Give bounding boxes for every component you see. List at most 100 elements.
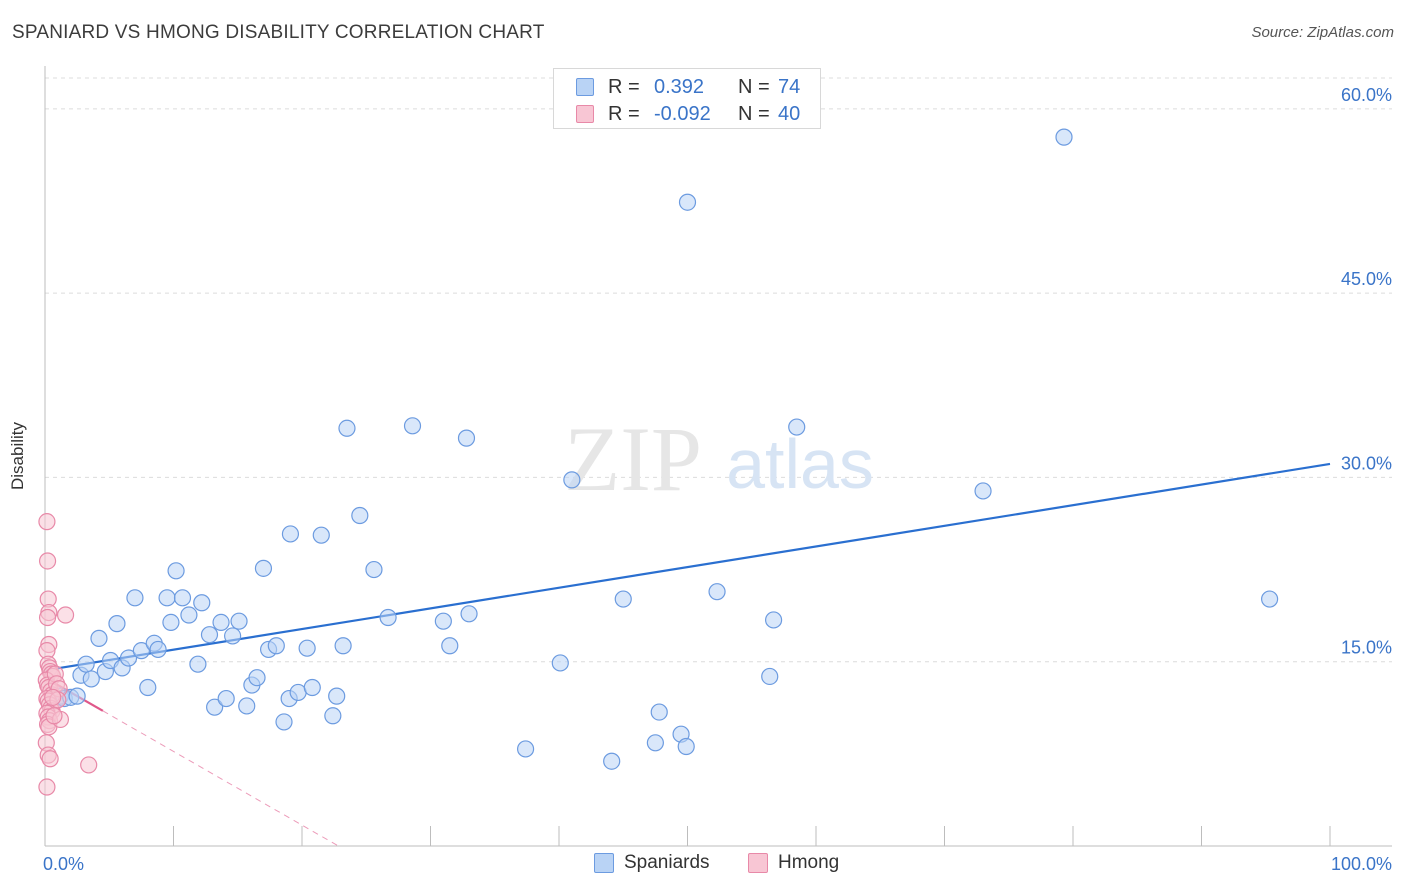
y-tick-label: 30.0% (1341, 453, 1392, 473)
data-point-spaniards (158, 589, 176, 607)
data-point-spaniards (324, 707, 342, 725)
legend-swatch-hmong (576, 105, 594, 123)
data-point-spaniards (90, 629, 108, 647)
y-tick-label: 45.0% (1341, 269, 1392, 289)
data-point-spaniards (678, 193, 697, 211)
data-point-spaniards (351, 506, 369, 525)
data-point-spaniards (238, 697, 256, 715)
data-point-spaniards (650, 703, 668, 721)
y-tick-label: 60.0% (1341, 85, 1392, 105)
data-point-spaniards (200, 626, 219, 644)
legend-n-label: N = (738, 75, 770, 98)
data-point-spaniards (82, 670, 100, 688)
data-point-spaniards (281, 525, 300, 543)
chart-title: SPANIARD VS HMONG DISABILITY CORRELATION… (12, 22, 545, 43)
data-point-spaniards (677, 737, 695, 756)
grid-layer (45, 77, 1392, 663)
data-point-hmong (56, 606, 75, 624)
data-point-hmong (38, 608, 57, 627)
x-tick-label: 100.0% (1331, 854, 1392, 874)
trend-line-spaniards (44, 462, 1331, 672)
data-point-spaniards (614, 590, 632, 608)
data-point-spaniards (267, 637, 285, 655)
legend-r-value: 0.392 (654, 75, 705, 98)
data-point-spaniards (189, 655, 207, 673)
series-label-hmong: Hmong (778, 852, 840, 873)
data-point-spaniards (206, 698, 224, 716)
data-point-spaniards (434, 612, 452, 630)
tick-label-layer: 15.0% 30.0% 45.0% 60.0% 0.0% 100.0% (43, 85, 1392, 874)
data-point-spaniards (403, 417, 422, 435)
data-point-spaniards (563, 471, 581, 489)
data-point-spaniards (551, 654, 569, 672)
data-point-spaniards (139, 678, 157, 697)
data-point-hmong (80, 756, 98, 774)
data-point-spaniards (334, 637, 352, 655)
legend-row-spaniards: R = 0.392 N = 74 (576, 75, 800, 99)
data-point-spaniards (126, 589, 144, 607)
data-point-spaniards (788, 418, 806, 436)
legend-r-label: R = (608, 102, 640, 125)
data-point-spaniards (1055, 128, 1073, 146)
series-legend: Spaniards Hmong (0, 852, 1406, 878)
series-swatch-hmong (748, 853, 768, 873)
data-point-spaniards (379, 608, 397, 627)
data-point-spaniards (224, 627, 242, 645)
legend-r-label: R = (608, 75, 640, 98)
legend-swatch-spaniards (576, 78, 594, 96)
data-point-spaniards (167, 562, 185, 580)
data-point-spaniards (275, 713, 293, 731)
data-point-spaniards (974, 482, 992, 500)
data-point-spaniards (212, 613, 230, 632)
data-point-spaniards (441, 637, 459, 655)
data-point-spaniards (603, 752, 621, 770)
data-point-spaniards (460, 605, 478, 623)
data-point-spaniards (77, 655, 95, 673)
data-point-spaniards (254, 559, 273, 577)
data-point-hmong (38, 513, 56, 531)
data-point-spaniards (338, 419, 356, 437)
series-swatch-spaniards (594, 853, 614, 873)
legend-row-hmong: R = -0.092 N = 40 (576, 102, 800, 126)
data-point-spaniards (457, 429, 476, 447)
series-legend-spaniards[interactable]: Spaniards (594, 852, 710, 874)
data-point-spaniards (173, 589, 192, 607)
data-point-spaniards (132, 642, 150, 660)
data-point-spaniards (708, 583, 726, 601)
data-point-spaniards (108, 615, 126, 633)
series-label-spaniards: Spaniards (624, 852, 710, 873)
axis-layer (44, 66, 1392, 847)
data-point-spaniards (646, 734, 664, 752)
legend-n-label: N = (738, 102, 770, 125)
data-point-spaniards (764, 611, 783, 629)
data-point-spaniards (365, 560, 383, 579)
series-legend-hmong[interactable]: Hmong (748, 852, 839, 874)
data-point-spaniards (248, 669, 266, 687)
data-point-spaniards (230, 612, 248, 630)
data-point-spaniards (217, 689, 235, 708)
data-point-spaniards (162, 613, 180, 632)
data-point-spaniards (516, 740, 535, 758)
legend-n-value: 74 (778, 75, 801, 98)
data-point-hmong (41, 750, 59, 768)
watermark-atlas: atlas (726, 425, 874, 503)
trend-layer (44, 462, 1331, 847)
data-point-hmong (44, 688, 62, 706)
points-layer (37, 128, 1279, 796)
y-tick-label: 15.0% (1341, 638, 1392, 658)
legend-r-value: -0.092 (654, 102, 711, 125)
legend-n-value: 40 (778, 102, 801, 125)
data-point-spaniards (68, 687, 86, 705)
data-point-hmong (38, 778, 56, 796)
correlation-legend: R = 0.392 N = 74 R = -0.092 N = 40 (553, 68, 821, 129)
watermark-zip: ZIP (564, 408, 702, 510)
source-label: Source: ZipAtlas.com (1251, 24, 1394, 41)
watermark: ZIP atlas (564, 408, 874, 510)
data-point-spaniards (193, 594, 211, 612)
trend-extension-hmong (102, 710, 339, 847)
data-point-spaniards (298, 639, 316, 657)
data-point-spaniards (1261, 590, 1279, 608)
data-point-spaniards (312, 526, 330, 544)
data-point-spaniards (328, 687, 346, 705)
